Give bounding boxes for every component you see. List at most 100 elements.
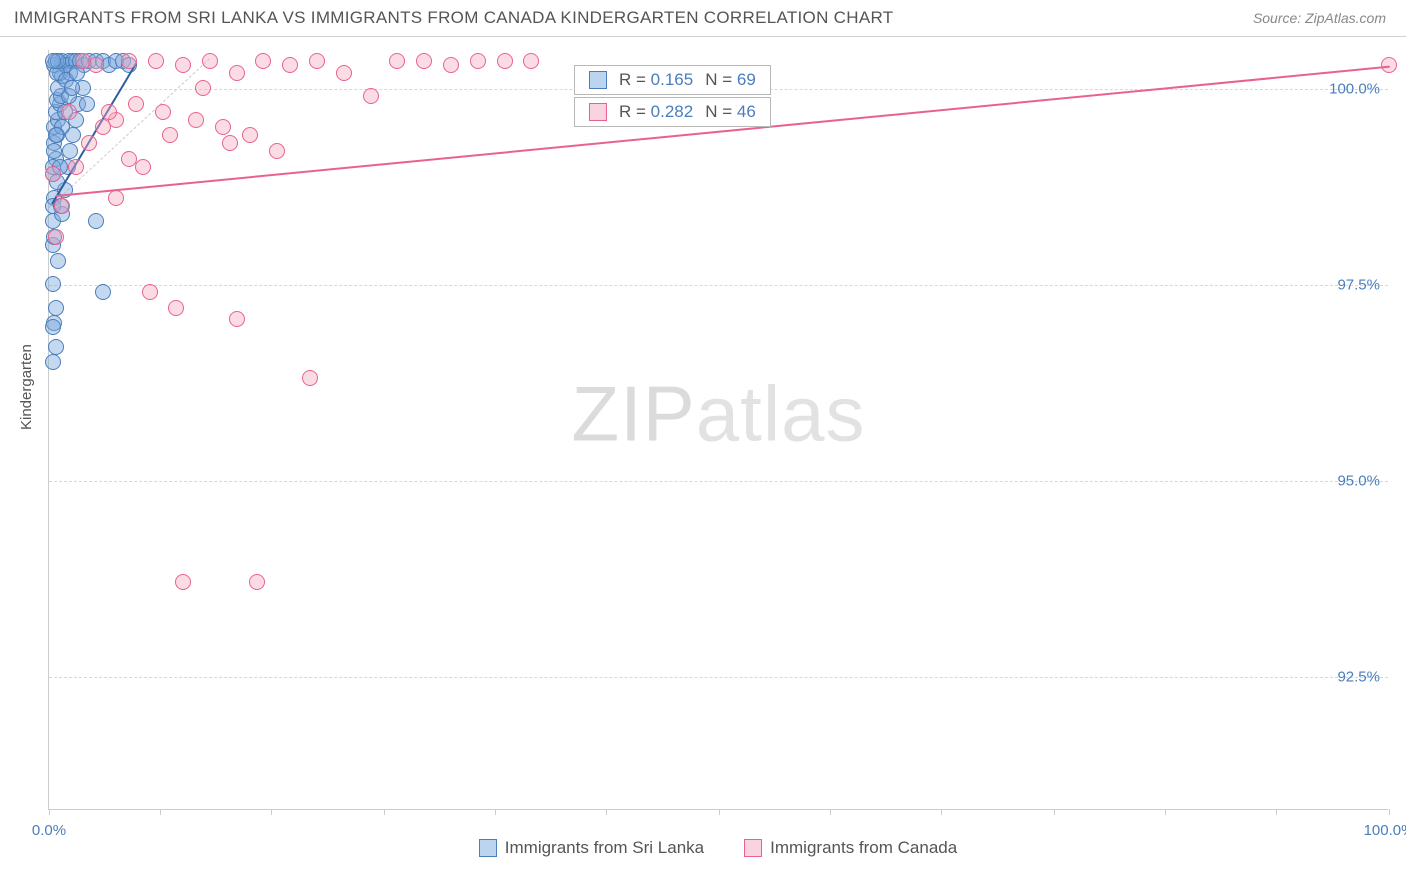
- data-point: [128, 96, 144, 112]
- chart-title: IMMIGRANTS FROM SRI LANKA VS IMMIGRANTS …: [14, 8, 893, 28]
- data-point: [54, 198, 70, 214]
- data-point: [48, 300, 64, 316]
- chart-header: IMMIGRANTS FROM SRI LANKA VS IMMIGRANTS …: [0, 0, 1406, 37]
- data-point: [175, 57, 191, 73]
- data-point: [48, 127, 64, 143]
- x-tick-label: 0.0%: [32, 822, 66, 839]
- data-point: [148, 53, 164, 69]
- data-point: [121, 53, 137, 69]
- data-point: [101, 104, 117, 120]
- x-tick: [1389, 809, 1390, 815]
- x-tick: [606, 809, 607, 815]
- x-tick: [495, 809, 496, 815]
- stats-n: N = 46: [705, 102, 756, 122]
- gridline: [49, 677, 1388, 678]
- data-point: [135, 159, 151, 175]
- data-point: [202, 53, 218, 69]
- data-point: [229, 311, 245, 327]
- data-point: [45, 319, 61, 335]
- x-tick: [271, 809, 272, 815]
- data-point: [282, 57, 298, 73]
- data-point: [50, 253, 66, 269]
- data-point: [269, 143, 285, 159]
- watermark: ZIPatlas: [571, 369, 865, 460]
- data-point: [188, 112, 204, 128]
- data-point: [222, 135, 238, 151]
- x-tick: [830, 809, 831, 815]
- data-point: [443, 57, 459, 73]
- data-point: [45, 166, 61, 182]
- y-tick-label: 92.5%: [1337, 668, 1380, 685]
- legend-item-sri-lanka: Immigrants from Sri Lanka: [479, 838, 704, 858]
- bottom-legend: Immigrants from Sri Lanka Immigrants fro…: [48, 838, 1388, 858]
- data-point: [46, 143, 62, 159]
- data-point: [336, 65, 352, 81]
- data-point: [249, 574, 265, 590]
- x-tick: [160, 809, 161, 815]
- data-point: [497, 53, 513, 69]
- y-tick-label: 95.0%: [1337, 472, 1380, 489]
- y-tick-label: 100.0%: [1329, 81, 1380, 98]
- data-point: [68, 159, 84, 175]
- stats-box: R = 0.282 N = 46: [574, 97, 771, 127]
- data-point: [416, 53, 432, 69]
- legend-item-canada: Immigrants from Canada: [744, 838, 957, 858]
- data-point: [64, 80, 80, 96]
- data-point: [363, 88, 379, 104]
- data-point: [175, 574, 191, 590]
- stats-swatch: [589, 71, 607, 89]
- stats-box: R = 0.165 N = 69: [574, 65, 771, 95]
- legend-swatch-blue: [479, 839, 497, 857]
- source-label: Source: ZipAtlas.com: [1253, 10, 1386, 26]
- chart-plot-area: ZIPatlas 92.5%95.0%97.5%100.0%0.0%100.0%…: [48, 50, 1388, 810]
- watermark-bold: ZIP: [571, 370, 695, 458]
- data-point: [168, 300, 184, 316]
- y-tick-label: 97.5%: [1337, 277, 1380, 294]
- data-point: [61, 104, 77, 120]
- data-point: [215, 119, 231, 135]
- data-point: [45, 354, 61, 370]
- data-point: [523, 53, 539, 69]
- gridline: [49, 481, 1388, 482]
- data-point: [108, 190, 124, 206]
- x-tick: [1165, 809, 1166, 815]
- x-tick: [1276, 809, 1277, 815]
- data-point: [45, 53, 61, 69]
- plot-region: ZIPatlas 92.5%95.0%97.5%100.0%0.0%100.0%…: [48, 50, 1388, 810]
- x-tick: [719, 809, 720, 815]
- legend-label: Immigrants from Sri Lanka: [505, 838, 704, 858]
- y-axis-label: Kindergarten: [18, 344, 35, 430]
- x-tick: [1054, 809, 1055, 815]
- data-point: [229, 65, 245, 81]
- stats-swatch: [589, 103, 607, 121]
- stats-r: R = 0.165: [619, 70, 693, 90]
- data-point: [302, 370, 318, 386]
- x-tick: [941, 809, 942, 815]
- stats-r: R = 0.282: [619, 102, 693, 122]
- legend-swatch-pink: [744, 839, 762, 857]
- data-point: [309, 53, 325, 69]
- data-point: [195, 80, 211, 96]
- data-point: [95, 284, 111, 300]
- data-point: [48, 339, 64, 355]
- data-point: [142, 284, 158, 300]
- data-point: [242, 127, 258, 143]
- data-point: [255, 53, 271, 69]
- data-point: [79, 96, 95, 112]
- data-point: [389, 53, 405, 69]
- stats-n: N = 69: [705, 70, 756, 90]
- data-point: [155, 104, 171, 120]
- legend-label: Immigrants from Canada: [770, 838, 957, 858]
- data-point: [48, 229, 64, 245]
- data-point: [88, 213, 104, 229]
- data-point: [45, 276, 61, 292]
- data-point: [470, 53, 486, 69]
- data-point: [75, 53, 91, 69]
- x-tick: [384, 809, 385, 815]
- data-point: [162, 127, 178, 143]
- data-point: [81, 135, 97, 151]
- x-tick: [49, 809, 50, 815]
- watermark-light: atlas: [696, 370, 866, 458]
- x-tick-label: 100.0%: [1364, 822, 1406, 839]
- data-point: [62, 143, 78, 159]
